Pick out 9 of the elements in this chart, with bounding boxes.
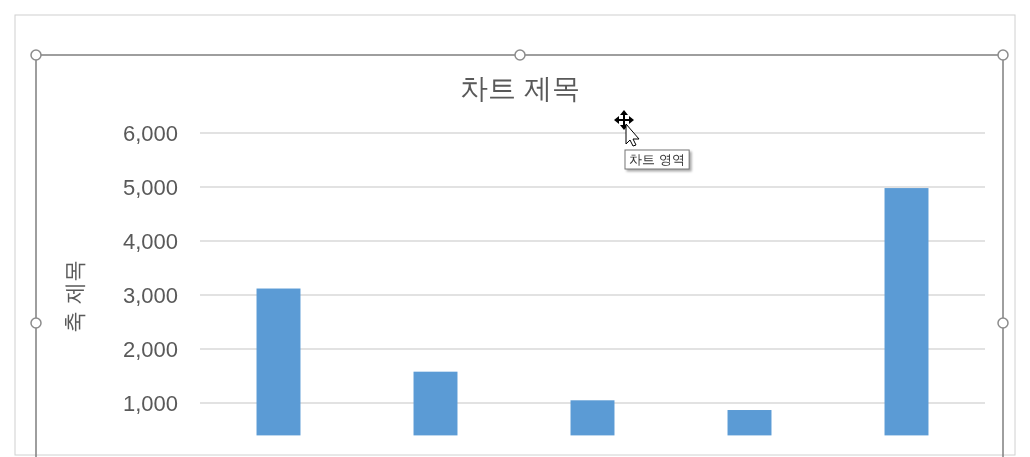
y-tick-label: 4,000 (122, 228, 178, 254)
y-axis-title: 축 제목 (62, 259, 87, 333)
y-tick-label: 1,000 (122, 390, 178, 416)
y-tick-label: 6,000 (122, 120, 178, 146)
y-tick-label: 5,000 (122, 174, 178, 200)
annotation: 차트 영역 (629, 152, 686, 167)
y-tick-label: 3,000 (122, 282, 178, 308)
y-tick-label: 2,000 (122, 336, 178, 362)
chart-title: 차트 제목 (459, 72, 581, 105)
